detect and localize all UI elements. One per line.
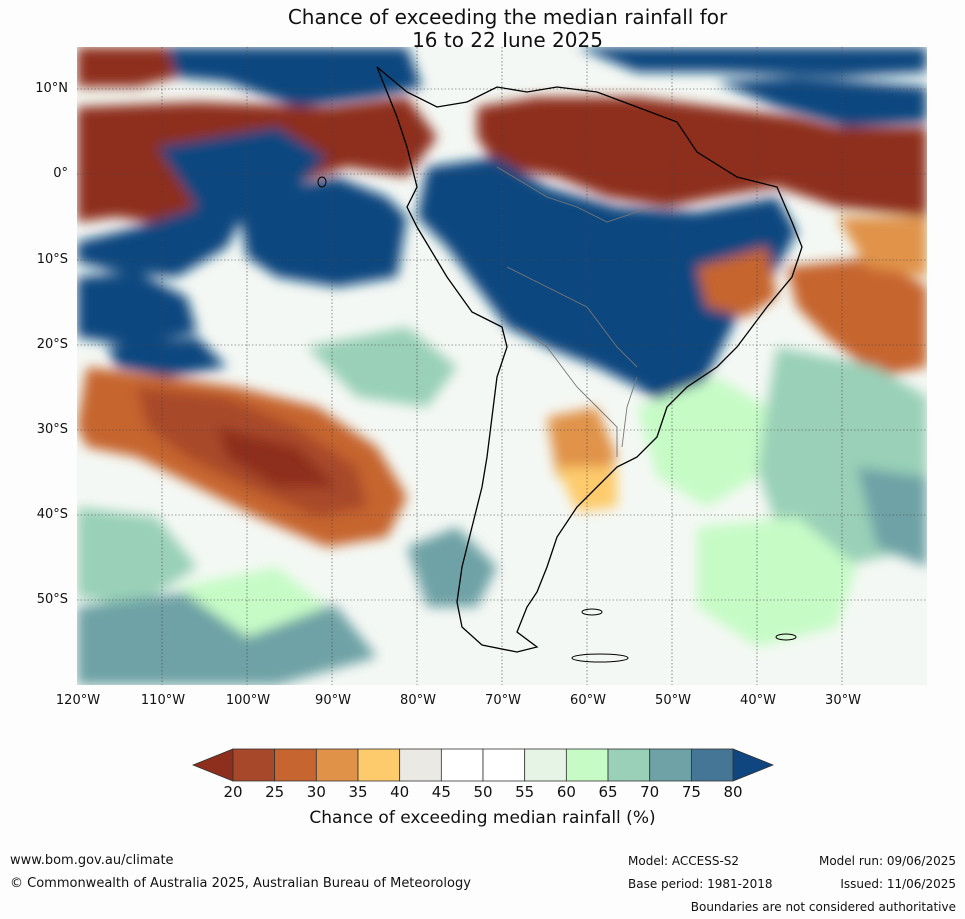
- colorbar-swatch: [399, 748, 442, 782]
- copyright-text: © Commonwealth of Australia 2025, Austra…: [10, 876, 471, 891]
- lon-label: 30°W: [825, 693, 861, 708]
- colorbar: [192, 748, 774, 782]
- lat-label: 10°N: [35, 81, 68, 96]
- issued-text: Issued: 11/06/2025: [840, 877, 956, 891]
- colorbar-tick-label: 40: [390, 783, 410, 801]
- colorbar-swatch: [690, 748, 734, 782]
- lat-label: 50°S: [36, 592, 68, 607]
- colorbar-swatch: [232, 748, 276, 782]
- colorbar-tick-label: 80: [723, 783, 743, 801]
- lat-label: 0°: [53, 166, 68, 181]
- lon-label: 80°W: [400, 693, 436, 708]
- colorbar-arrow-low: [192, 748, 234, 782]
- lon-label: 40°W: [740, 693, 776, 708]
- colorbar-swatch: [607, 748, 651, 782]
- rainfall-map-canvas: [77, 47, 927, 685]
- south-america-coastline: [376, 66, 803, 653]
- colorbar-tick-label: 20: [223, 783, 243, 801]
- colorbar-tick-label: 75: [681, 783, 701, 801]
- website-text: www.bom.gov.au/climate: [10, 853, 174, 868]
- map-title-line1: Chance of exceeding the median rainfall …: [287, 5, 728, 29]
- colorbar-tick-label: 50: [473, 783, 493, 801]
- lon-label: 100°W: [225, 693, 271, 708]
- country-borders: [496, 166, 678, 457]
- lon-label: 60°W: [570, 693, 606, 708]
- disclaimer-text: Boundaries are not considered authoritat…: [690, 900, 956, 914]
- lon-label: 50°W: [655, 693, 691, 708]
- colorbar-swatch: [274, 748, 317, 782]
- colorbar-arrow-high: [732, 748, 774, 782]
- colorbar-tick-label: 55: [515, 783, 535, 801]
- colorbar-swatch: [482, 748, 526, 782]
- lon-label: 110°W: [140, 693, 186, 708]
- lon-label: 120°W: [55, 693, 101, 708]
- lat-label: 20°S: [36, 337, 68, 352]
- rainfall-map: [77, 47, 927, 685]
- colorbar-tick-label: 30: [306, 783, 326, 801]
- lon-label: 90°W: [315, 693, 351, 708]
- base-period-text: Base period: 1981-2018: [628, 877, 773, 891]
- colorbar-tick-label: 60: [556, 783, 576, 801]
- colorbar-swatch: [649, 748, 692, 782]
- lon-label: 70°W: [485, 693, 521, 708]
- lat-label: 40°S: [36, 507, 68, 522]
- colorbar-swatch: [315, 748, 359, 782]
- colorbar-title: Chance of exceeding median rainfall (%): [309, 808, 656, 828]
- model-text: Model: ACCESS-S2: [628, 854, 740, 868]
- colorbar-swatch: [357, 748, 401, 782]
- colorbar-tick-label: 65: [598, 783, 618, 801]
- model-run-text: Model run: 09/06/2025: [818, 854, 956, 868]
- colorbar-tick-label: 35: [348, 783, 368, 801]
- colorbar-tick-label: 45: [431, 783, 451, 801]
- colorbar-tick-label: 25: [265, 783, 285, 801]
- colorbar-swatch: [524, 748, 567, 782]
- colorbar-tick-label: 70: [640, 783, 660, 801]
- colorbar-swatch: [565, 748, 609, 782]
- graticule: [77, 47, 927, 685]
- lat-label: 30°S: [36, 422, 68, 437]
- colorbar-swatch: [440, 748, 484, 782]
- lat-label: 10°S: [36, 252, 68, 267]
